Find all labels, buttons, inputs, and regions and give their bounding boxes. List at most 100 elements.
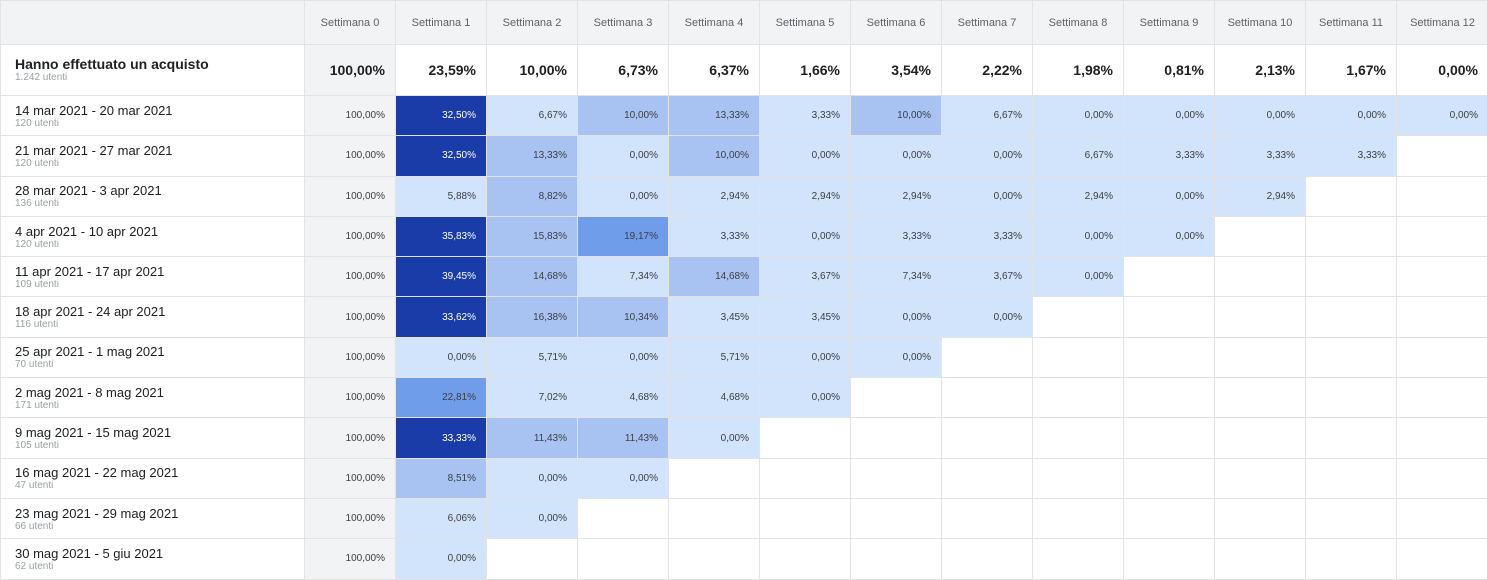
retention-cell[interactable]: 11,43% (486, 417, 578, 459)
retention-cell[interactable]: 5,71% (668, 336, 760, 379)
week-header[interactable]: Settimana 10 (1214, 0, 1306, 45)
week-header[interactable]: Settimana 0 (304, 0, 396, 45)
retention-cell[interactable]: 10,00% (850, 94, 942, 137)
retention-cell[interactable]: 35,83% (395, 215, 487, 258)
retention-cell[interactable]: 6,67% (941, 94, 1033, 137)
retention-cell[interactable]: 2,94% (759, 175, 851, 217)
retention-cell[interactable]: 32,50% (395, 135, 487, 177)
retention-cell[interactable]: 3,33% (759, 94, 851, 137)
retention-cell[interactable]: 3,33% (1214, 135, 1306, 177)
retention-cell[interactable]: 33,62% (395, 296, 487, 338)
retention-cell[interactable]: 100,00% (304, 175, 396, 217)
week-header[interactable]: Settimana 11 (1305, 0, 1397, 45)
retention-cell[interactable]: 13,33% (486, 135, 578, 177)
retention-cell[interactable]: 100,00% (304, 377, 396, 419)
retention-cell[interactable]: 0,00% (850, 135, 942, 177)
retention-cell[interactable]: 3,45% (759, 296, 851, 338)
retention-cell[interactable]: 39,45% (395, 256, 487, 298)
retention-cell[interactable]: 0,00% (1214, 94, 1306, 137)
retention-cell[interactable]: 10,00% (577, 94, 669, 137)
retention-cell[interactable]: 100,00% (304, 457, 396, 499)
week-header[interactable]: Settimana 9 (1123, 0, 1215, 45)
retention-cell[interactable]: 15,83% (486, 215, 578, 258)
retention-cell[interactable]: 7,02% (486, 377, 578, 419)
retention-cell[interactable]: 0,00% (1032, 215, 1124, 258)
week-header[interactable]: Settimana 8 (1032, 0, 1124, 45)
retention-cell[interactable]: 0,00% (577, 135, 669, 177)
retention-cell[interactable]: 0,00% (395, 538, 487, 580)
retention-cell[interactable]: 0,00% (941, 175, 1033, 217)
retention-cell[interactable]: 32,50% (395, 94, 487, 137)
retention-cell[interactable]: 16,38% (486, 296, 578, 338)
retention-cell[interactable]: 8,82% (486, 175, 578, 217)
retention-cell[interactable]: 3,67% (759, 256, 851, 298)
retention-cell[interactable]: 0,00% (1032, 94, 1124, 137)
retention-cell[interactable]: 3,45% (668, 296, 760, 338)
week-header[interactable]: Settimana 4 (668, 0, 760, 45)
retention-cell[interactable]: 0,00% (577, 457, 669, 499)
retention-cell[interactable]: 19,17% (577, 215, 669, 258)
week-header[interactable]: Settimana 1 (395, 0, 487, 45)
retention-cell[interactable]: 0,00% (1396, 94, 1487, 137)
retention-cell[interactable]: 100,00% (304, 94, 396, 137)
retention-cell[interactable]: 11,43% (577, 417, 669, 459)
retention-cell[interactable]: 8,51% (395, 457, 487, 499)
retention-cell[interactable]: 6,67% (486, 94, 578, 137)
week-header[interactable]: Settimana 5 (759, 0, 851, 45)
retention-cell[interactable]: 10,00% (668, 135, 760, 177)
retention-cell[interactable]: 2,94% (850, 175, 942, 217)
retention-cell[interactable]: 0,00% (1305, 94, 1397, 137)
retention-cell[interactable]: 100,00% (304, 417, 396, 459)
week-header[interactable]: Settimana 6 (850, 0, 942, 45)
retention-cell[interactable]: 0,00% (577, 336, 669, 379)
retention-cell[interactable]: 0,00% (759, 215, 851, 258)
retention-cell[interactable]: 0,00% (577, 175, 669, 217)
retention-cell[interactable]: 2,94% (1214, 175, 1306, 217)
week-header[interactable]: Settimana 7 (941, 0, 1033, 45)
retention-cell[interactable]: 3,33% (1305, 135, 1397, 177)
retention-cell[interactable]: 100,00% (304, 135, 396, 177)
retention-cell[interactable]: 100,00% (304, 538, 396, 580)
retention-cell[interactable]: 0,00% (850, 296, 942, 338)
retention-cell[interactable]: 7,34% (577, 256, 669, 298)
retention-cell[interactable]: 100,00% (304, 215, 396, 258)
retention-cell[interactable]: 7,34% (850, 256, 942, 298)
retention-cell[interactable]: 0,00% (486, 457, 578, 499)
retention-cell[interactable]: 10,34% (577, 296, 669, 338)
retention-cell[interactable]: 3,67% (941, 256, 1033, 298)
retention-cell[interactable]: 13,33% (668, 94, 760, 137)
retention-cell[interactable]: 100,00% (304, 336, 396, 379)
retention-cell[interactable]: 6,06% (395, 497, 487, 540)
retention-cell[interactable]: 3,33% (1123, 135, 1215, 177)
retention-cell[interactable]: 0,00% (1123, 175, 1215, 217)
retention-cell[interactable]: 0,00% (668, 417, 760, 459)
retention-cell[interactable]: 0,00% (1032, 256, 1124, 298)
retention-cell[interactable]: 22,81% (395, 377, 487, 419)
retention-cell[interactable]: 0,00% (759, 336, 851, 379)
retention-cell[interactable]: 2,94% (1032, 175, 1124, 217)
retention-cell[interactable]: 2,94% (668, 175, 760, 217)
retention-cell[interactable]: 0,00% (941, 296, 1033, 338)
retention-cell[interactable]: 5,88% (395, 175, 487, 217)
retention-cell[interactable]: 3,33% (668, 215, 760, 258)
retention-cell[interactable]: 0,00% (486, 497, 578, 540)
retention-cell[interactable]: 14,68% (486, 256, 578, 298)
retention-cell[interactable]: 5,71% (486, 336, 578, 379)
retention-cell[interactable]: 4,68% (668, 377, 760, 419)
retention-cell[interactable]: 0,00% (395, 336, 487, 379)
retention-cell[interactable]: 100,00% (304, 296, 396, 338)
week-header[interactable]: Settimana 3 (577, 0, 669, 45)
retention-cell[interactable]: 3,33% (941, 215, 1033, 258)
retention-cell[interactable]: 4,68% (577, 377, 669, 419)
retention-cell[interactable]: 33,33% (395, 417, 487, 459)
retention-cell[interactable]: 0,00% (759, 135, 851, 177)
retention-cell[interactable]: 0,00% (1123, 215, 1215, 258)
retention-cell[interactable]: 100,00% (304, 497, 396, 540)
retention-cell[interactable]: 0,00% (850, 336, 942, 379)
retention-cell[interactable]: 0,00% (941, 135, 1033, 177)
retention-cell[interactable]: 3,33% (850, 215, 942, 258)
retention-cell[interactable]: 0,00% (1123, 94, 1215, 137)
retention-cell[interactable]: 6,67% (1032, 135, 1124, 177)
retention-cell[interactable]: 100,00% (304, 256, 396, 298)
retention-cell[interactable]: 14,68% (668, 256, 760, 298)
